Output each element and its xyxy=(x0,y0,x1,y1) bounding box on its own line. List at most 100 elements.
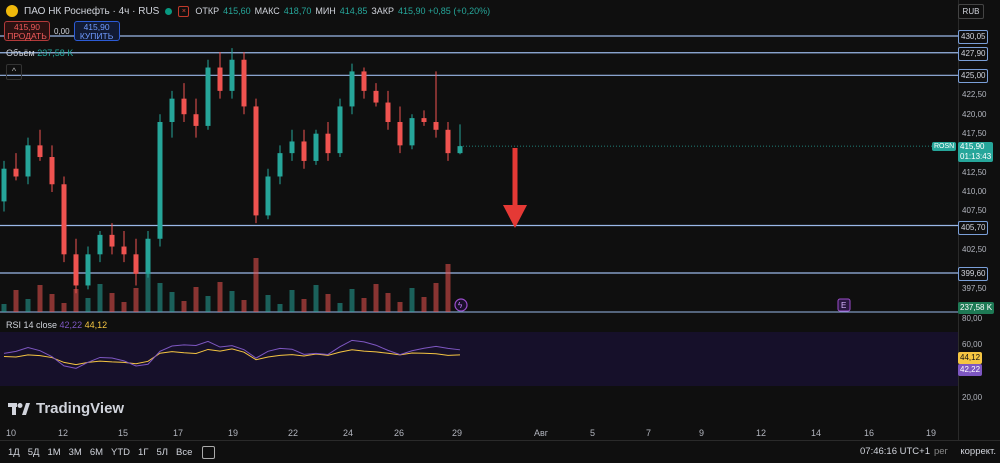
candle[interactable] xyxy=(205,67,211,126)
volume-bar xyxy=(121,302,127,312)
candle[interactable] xyxy=(1,168,7,202)
range-5y[interactable]: 5Л xyxy=(156,446,169,458)
sell-button[interactable]: 415,90 ПРОДАТЬ xyxy=(4,21,50,41)
candle[interactable] xyxy=(85,254,91,286)
symbol-tag: ROSN xyxy=(932,142,957,151)
range-3m[interactable]: 3М xyxy=(68,446,82,458)
axis-tick: 407,50 xyxy=(962,206,987,215)
volume-bar xyxy=(337,303,343,312)
volume-bar xyxy=(433,283,439,312)
buy-button[interactable]: 415,90 КУПИТЬ xyxy=(73,21,120,41)
candle[interactable] xyxy=(361,71,367,91)
time-label: 9 xyxy=(699,428,705,438)
candle[interactable] xyxy=(301,141,307,161)
ohlc-values: ОТКР 415,60 МАКС 418,70 МИН 414,85 ЗАКР 415,… xyxy=(195,6,490,16)
candle[interactable] xyxy=(97,234,103,255)
range-1y[interactable]: 1Г xyxy=(138,446,149,458)
close-icon[interactable]: × xyxy=(178,5,190,17)
range-1d[interactable]: 1Д xyxy=(8,446,20,458)
axis-tick: 422,50 xyxy=(962,90,987,99)
candle[interactable] xyxy=(13,168,19,177)
candle[interactable] xyxy=(265,176,271,216)
rsi-ma-line xyxy=(3,348,461,366)
volume-bar xyxy=(289,290,295,312)
rsi-ma-axis-label: 44,12 xyxy=(958,352,983,364)
level-label: 427,90 xyxy=(958,47,989,61)
volume-bar xyxy=(205,296,211,312)
buy-price: 415,90 xyxy=(83,22,110,32)
high-label: МАКС xyxy=(254,6,280,16)
candle[interactable] xyxy=(445,129,451,154)
candle[interactable] xyxy=(73,254,79,286)
range-6m[interactable]: 6М xyxy=(89,446,104,458)
symbol-title[interactable]: ПАО НК Роснефть · 4ч · RUS xyxy=(24,5,160,17)
candle[interactable] xyxy=(193,114,199,126)
time-label: 24 xyxy=(343,428,354,438)
range-1m[interactable]: 1М xyxy=(47,446,61,458)
close-value: 415,90 +0,85 (+0,20%) xyxy=(398,6,491,16)
time-label: 7 xyxy=(646,428,652,438)
candle[interactable] xyxy=(241,59,247,107)
clock[interactable]: 07:46:16 UTC+1 xyxy=(860,446,930,457)
currency-selector[interactable]: RUB xyxy=(958,4,984,19)
range-all[interactable]: Все xyxy=(176,446,193,458)
candle[interactable] xyxy=(277,153,283,177)
volume-legend[interactable]: Объём 237,58 K xyxy=(6,48,73,58)
volume-bar xyxy=(217,282,223,312)
candle[interactable] xyxy=(61,184,67,255)
candle[interactable] xyxy=(253,106,259,216)
rsi-legend[interactable]: RSI 14 close 42,22 44,12 xyxy=(6,320,107,330)
candle[interactable] xyxy=(385,102,391,123)
range-5d[interactable]: 5Д xyxy=(27,446,40,458)
volume-bar xyxy=(301,299,307,312)
candle[interactable] xyxy=(109,234,115,247)
candle[interactable] xyxy=(169,98,175,123)
price-axis[interactable] xyxy=(958,0,1000,440)
candle[interactable] xyxy=(373,90,379,103)
range-ytd[interactable]: YTD xyxy=(111,446,131,458)
candle[interactable] xyxy=(133,254,139,274)
candle[interactable] xyxy=(433,122,439,130)
candle[interactable] xyxy=(337,106,343,154)
volume-bar xyxy=(229,291,235,312)
candle[interactable] xyxy=(325,133,331,154)
rsi-ma-value: 44,12 xyxy=(84,320,108,330)
candle[interactable] xyxy=(37,145,43,158)
dividend-lightning-icon[interactable] xyxy=(454,298,468,312)
symbol-header: ПАО НК Роснефть · 4ч · RUS × ОТКР 415,60 … xyxy=(6,3,490,19)
candle[interactable] xyxy=(145,238,151,274)
candle[interactable] xyxy=(349,71,355,107)
volume-bar xyxy=(265,295,271,312)
adjust-toggle[interactable]: коррект. xyxy=(960,446,996,457)
candle[interactable] xyxy=(409,118,415,146)
trade-panel: 415,90 ПРОДАТЬ 0,00 415,90 КУПИТЬ xyxy=(4,21,120,41)
candle[interactable] xyxy=(289,141,295,154)
market-status-icon xyxy=(165,7,173,15)
down-arrow-icon xyxy=(503,205,527,228)
candle[interactable] xyxy=(457,146,463,154)
rsi-line xyxy=(3,339,461,369)
volume-bar xyxy=(169,292,175,312)
calendar-icon[interactable] xyxy=(202,445,216,459)
candle[interactable] xyxy=(313,133,319,161)
volume-bar xyxy=(361,298,367,312)
level-label: 425,00 xyxy=(958,69,989,83)
volume-bar xyxy=(133,288,139,312)
earnings-event-icon[interactable] xyxy=(837,298,851,312)
candle[interactable] xyxy=(217,67,223,91)
current-price: 415,90 xyxy=(960,142,985,151)
rsi-value: 42,22 xyxy=(59,320,83,330)
candle[interactable] xyxy=(25,145,31,177)
candle[interactable] xyxy=(421,118,427,123)
candle[interactable] xyxy=(181,98,187,115)
candle[interactable] xyxy=(157,122,163,239)
volume-bar xyxy=(97,284,103,312)
candle[interactable] xyxy=(397,122,403,146)
candle[interactable] xyxy=(121,246,127,255)
candle[interactable] xyxy=(229,59,235,91)
candle[interactable] xyxy=(49,157,55,185)
collapse-chevron-icon[interactable]: ^ xyxy=(6,64,22,80)
session-toggle[interactable]: рег xyxy=(933,446,948,457)
